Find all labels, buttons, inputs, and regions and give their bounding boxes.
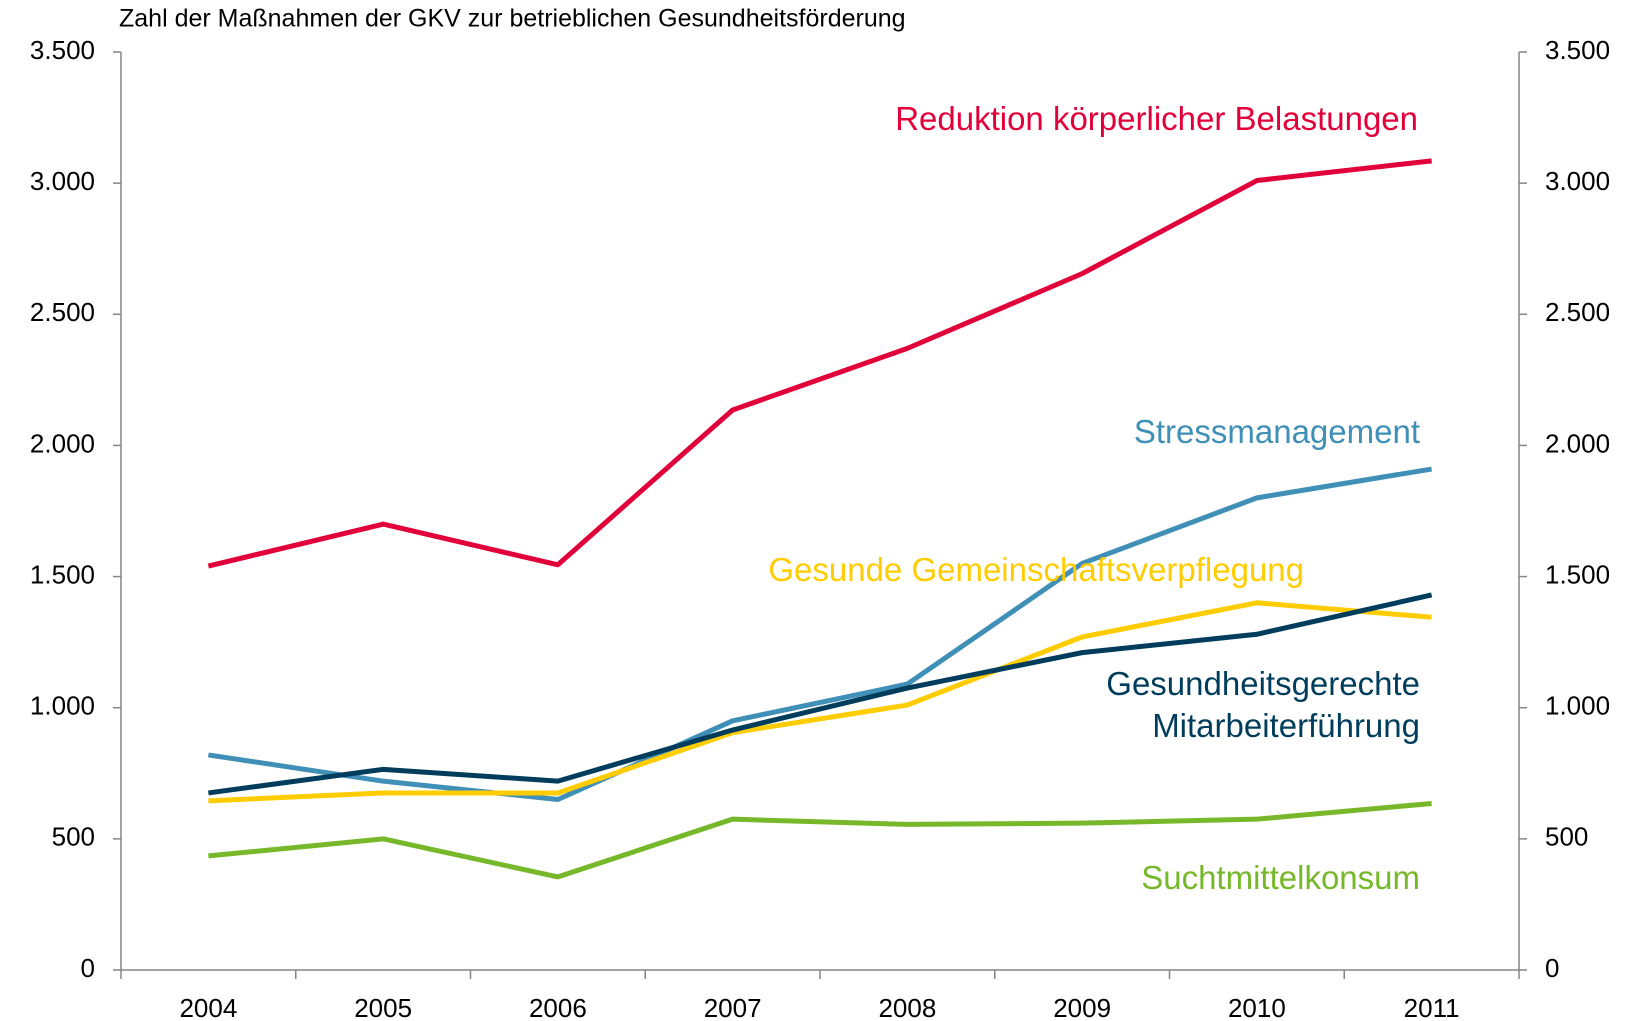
x-tick-label: 2010 — [1228, 993, 1286, 1021]
y2-tick-label: 3.000 — [1545, 166, 1610, 196]
y-tick-label: 2.000 — [30, 428, 95, 458]
y-tick-label: 1.500 — [30, 559, 95, 589]
series-label: Reduktion körperlicher Belastungen — [895, 100, 1418, 137]
y-tick-label: 500 — [52, 822, 95, 852]
y2-tick-label: 1.500 — [1545, 559, 1610, 589]
x-tick-label: 2004 — [179, 993, 237, 1021]
series-line — [207, 158, 1432, 569]
series-label: Gesunde Gemeinschaftsverpflegung — [768, 551, 1304, 588]
series-label: Gesundheitsgerechte Mitarbeiterführung — [1106, 665, 1420, 744]
x-tick-label: 2005 — [354, 993, 412, 1021]
x-tick-label: 2007 — [704, 993, 762, 1021]
y2-tick-label: 3.500 — [1545, 35, 1610, 65]
y2-tick-label: 2.500 — [1545, 297, 1610, 327]
series-line — [208, 800, 1432, 880]
x-tick-label: 2009 — [1053, 993, 1111, 1021]
y-tick-label: 3.000 — [30, 166, 95, 196]
x-tick-label: 2008 — [878, 993, 936, 1021]
x-tick-label: 2011 — [1404, 993, 1460, 1021]
y2-tick-label: 1.000 — [1545, 691, 1610, 721]
series-label: Stressmanagement — [1133, 413, 1420, 450]
y2-tick-label: 500 — [1545, 822, 1588, 852]
series-label: Suchtmittelkonsum — [1141, 859, 1420, 896]
y2-tick-label: 0 — [1545, 953, 1559, 983]
series-line — [208, 466, 1433, 803]
y-tick-label: 2.500 — [30, 297, 95, 327]
y-tick-label: 1.000 — [30, 691, 95, 721]
y-tick-label: 3.500 — [30, 35, 95, 65]
x-tick-label: 2006 — [529, 993, 587, 1021]
series-line — [208, 592, 1433, 796]
y2-tick-label: 2.000 — [1545, 428, 1610, 458]
y-tick-label: 0 — [81, 953, 95, 983]
chart-title: Zahl der Maßnahmen der GKV zur betriebli… — [119, 5, 906, 33]
series-line — [208, 600, 1432, 804]
